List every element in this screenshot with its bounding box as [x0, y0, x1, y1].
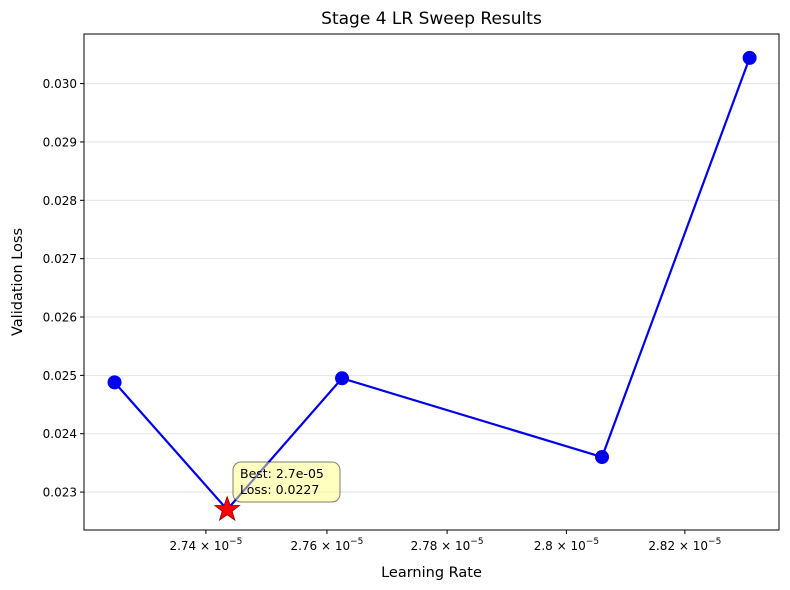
y-axis-ticks: 0.023 0.024 0.025 0.026 0.027 0.028 0.029 0.030 — [43, 77, 84, 500]
y-tick-label: 0.030 — [43, 77, 77, 91]
x-tick-label: 2.82 × 10−5 — [648, 537, 721, 553]
data-point — [742, 50, 757, 65]
x-axis-ticks: 2.74 × 10−5 2.76 × 10−5 2.78 × 10−5 2.8 × 1… — [169, 530, 721, 553]
x-axis-title: Learning Rate — [381, 565, 482, 581]
annotation-best-loss: Loss: 0.0227 — [240, 482, 319, 497]
x-tick-label: 2.76 × 10−5 — [290, 537, 363, 553]
y-tick-label: 0.027 — [43, 252, 77, 266]
y-tick-label: 0.023 — [43, 486, 77, 500]
chart-title: Stage 4 LR Sweep Results — [321, 9, 542, 29]
best-point-star — [213, 495, 241, 522]
y-tick-label: 0.029 — [43, 135, 77, 149]
x-tick-label: 2.78 × 10−5 — [411, 537, 484, 553]
y-tick-label: 0.025 — [43, 369, 77, 383]
best-annotation: Best: 2.7e-05 Loss: 0.0227 — [232, 461, 341, 503]
y-tick-label: 0.028 — [43, 194, 77, 208]
series-layer — [107, 50, 757, 522]
y-tick-label: 0.024 — [43, 427, 77, 441]
x-tick-label: 2.74 × 10−5 — [169, 537, 242, 553]
data-point — [107, 375, 122, 390]
y-tick-label: 0.026 — [43, 311, 77, 325]
data-point — [595, 450, 610, 465]
x-tick-label: 2.8 × 10−5 — [534, 537, 599, 553]
data-point — [335, 371, 350, 386]
y-axis-title: Validation Loss — [10, 228, 26, 336]
plot-frame — [83, 33, 780, 531]
grid-lines — [84, 83, 779, 493]
annotation-best-lr: Best: 2.7e-05 — [240, 466, 324, 481]
annotation-box — [232, 461, 341, 503]
